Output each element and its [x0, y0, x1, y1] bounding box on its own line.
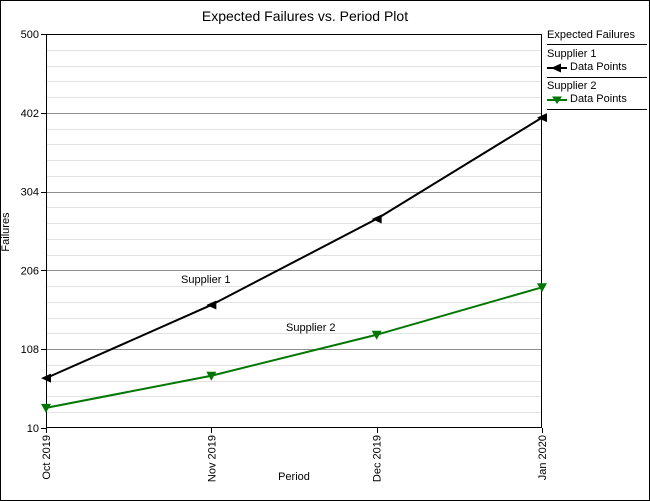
- x-tick-label: Jan 2020: [537, 435, 549, 480]
- series-line: [45, 116, 543, 380]
- data-point-marker: [41, 403, 51, 413]
- x-axis-label: Period: [278, 471, 310, 483]
- data-point-marker: [371, 214, 382, 224]
- legend-entry-label: Data Points: [570, 61, 627, 73]
- data-point-marker: [206, 300, 217, 310]
- legend-entry-label: Data Points: [570, 93, 627, 105]
- y-axis-label: Failures: [0, 212, 12, 252]
- legend-entry-supplier-1: Supplier 1 Data Points: [547, 46, 647, 78]
- supplier-1-marker-icon: [547, 63, 567, 72]
- annotation-supplier-1: Supplier 1: [181, 274, 231, 286]
- supplier-2-marker-icon: [547, 96, 567, 104]
- legend-title: Expected Failures: [547, 29, 647, 45]
- series-line: [45, 286, 543, 409]
- data-point-marker: [41, 373, 51, 383]
- data-point-marker: [537, 113, 547, 123]
- legend-entry-supplier-2: Supplier 2 Data Points: [547, 78, 647, 110]
- legend-series-name: Supplier 1: [547, 48, 597, 60]
- y-tick-label: 206: [21, 265, 39, 277]
- x-tick-label: Nov 2019: [206, 435, 218, 482]
- chart-title: Expected Failures vs. Period Plot: [201, 8, 409, 24]
- y-tick-label: 500: [21, 29, 39, 41]
- y-tick-label: 402: [21, 108, 39, 120]
- y-tick-label: 304: [21, 187, 39, 199]
- x-tick-label: Oct 2019: [41, 435, 53, 480]
- x-tick-label: Dec 2019: [372, 435, 384, 482]
- data-point-marker: [371, 330, 382, 340]
- plot-area: 10 108 206 304 402 500 Oct 2019 Nov 2019 Dec 201…: [21, 29, 549, 482]
- y-tick-label: 108: [21, 344, 39, 356]
- y-tick-label: 10: [27, 423, 39, 435]
- legend: Expected Failures Supplier 1 Data Points…: [547, 29, 647, 110]
- data-point-marker: [537, 283, 547, 293]
- legend-series-name: Supplier 2: [547, 80, 597, 92]
- annotation-supplier-2: Supplier 2: [286, 322, 336, 334]
- data-point-marker: [206, 371, 217, 381]
- plot-border: [46, 34, 542, 428]
